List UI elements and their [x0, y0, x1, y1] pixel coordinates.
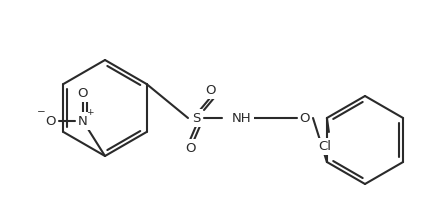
Text: O: O — [46, 114, 56, 128]
Text: N: N — [78, 114, 88, 128]
Text: S: S — [192, 111, 200, 124]
Text: +: + — [86, 107, 94, 116]
Text: O: O — [185, 141, 195, 155]
Text: Cl: Cl — [318, 140, 331, 153]
Text: O: O — [205, 83, 215, 97]
Text: NH: NH — [232, 111, 251, 124]
Text: −: − — [37, 107, 45, 117]
Text: O: O — [300, 111, 310, 124]
Text: O: O — [78, 87, 88, 99]
